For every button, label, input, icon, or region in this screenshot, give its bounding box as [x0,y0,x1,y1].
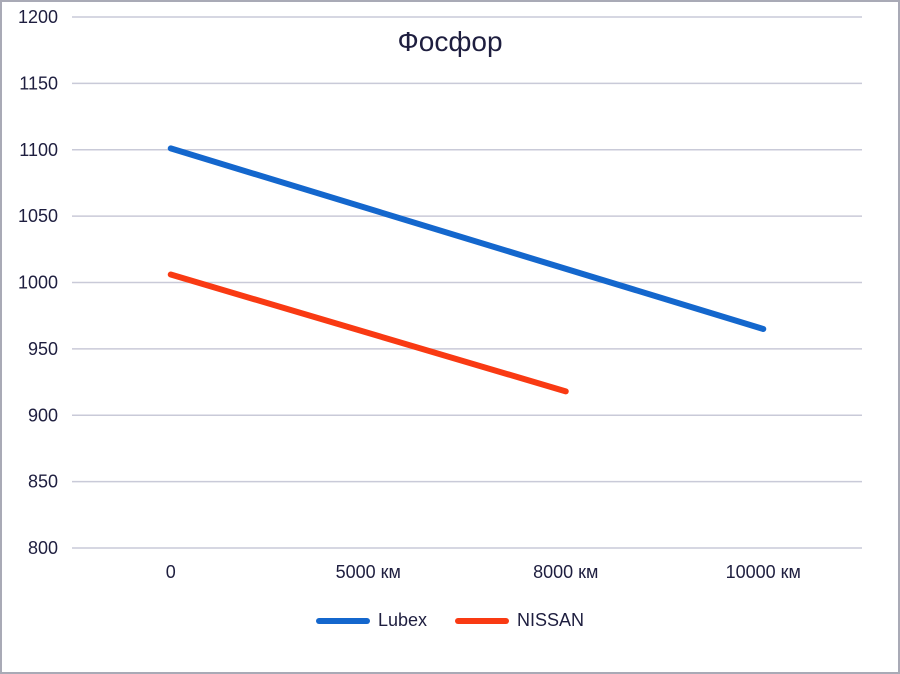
legend-label-lubex: Lubex [377,610,427,630]
legend-item-nissan[interactable]: NISSAN [455,610,584,631]
y-axis-tick-label: 1000 [18,273,58,293]
x-axis-category-label: 10000 км [726,562,801,582]
chart-legend: Lubex NISSAN [2,610,898,631]
y-axis-tick-label: 800 [28,538,58,558]
x-axis-category-label: 8000 км [533,562,598,582]
y-axis-tick-label: 1050 [18,206,58,226]
x-axis-category-label: 0 [166,562,176,582]
y-axis-tick-label: 1100 [19,140,58,160]
series-line-lubex [167,145,767,332]
x-axis-category-label: 5000 км [336,562,401,582]
y-axis-tick-label: 1150 [19,73,58,93]
y-axis-tick-label: 850 [28,472,58,492]
legend-item-lubex[interactable]: Lubex [315,610,427,631]
legend-label-nissan: NISSAN [517,610,585,630]
y-axis-tick-label: 900 [28,405,58,425]
nissan-line-swatch-icon [455,617,509,624]
y-axis-tick-label: 1200 [18,7,58,27]
series-line-nissan [167,271,569,395]
lubex-line-swatch-icon [315,617,370,624]
y-axis-tick-label: 950 [28,339,58,359]
